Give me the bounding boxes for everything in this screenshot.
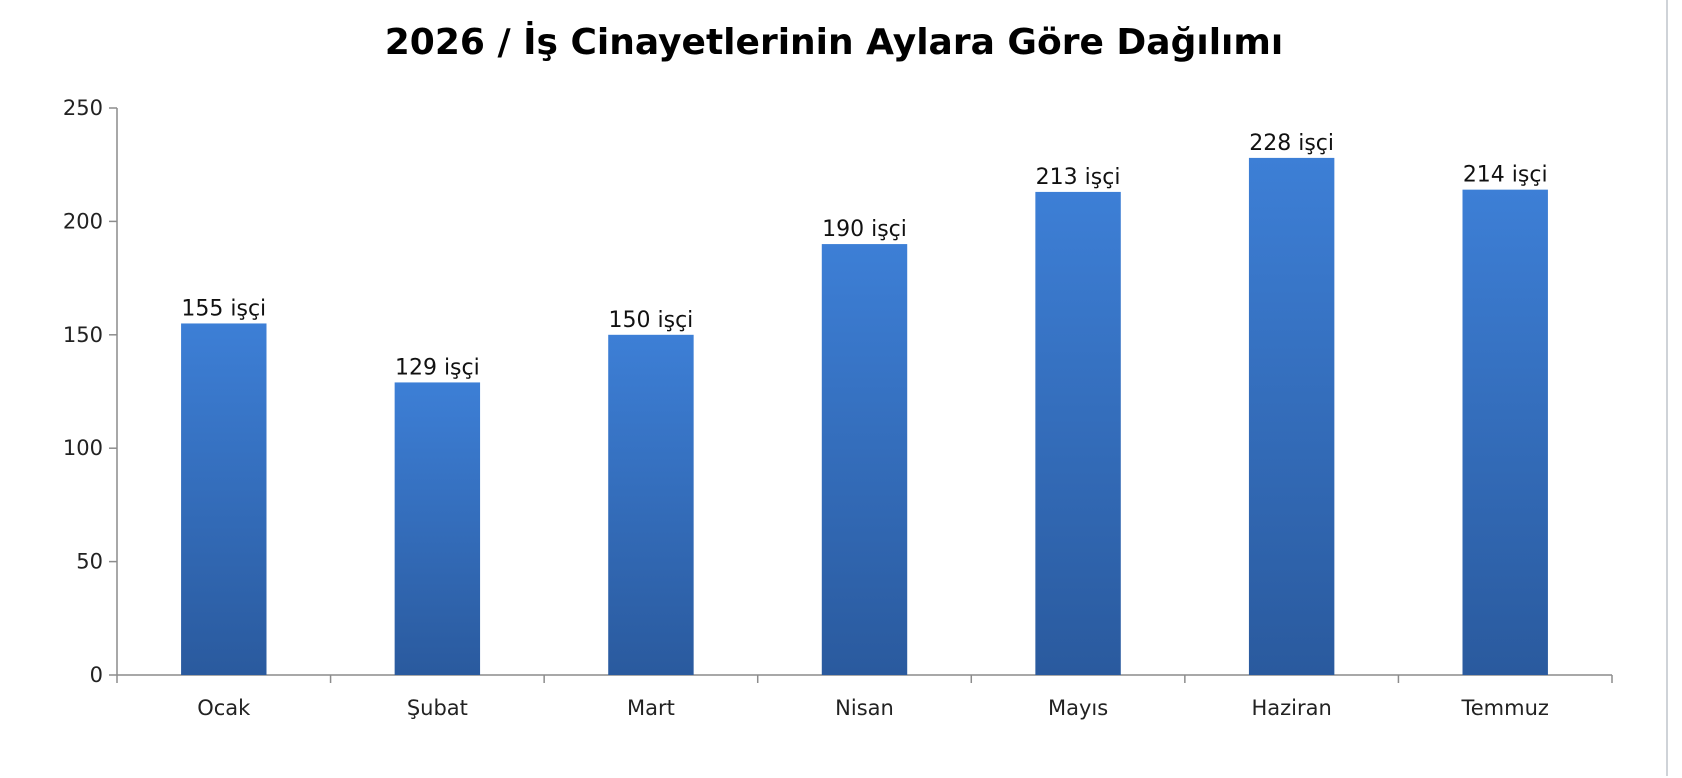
x-tick-label: Haziran <box>1251 696 1331 720</box>
x-tick-label: Mayıs <box>1048 696 1108 720</box>
data-label: 155 işçi <box>181 296 266 321</box>
y-tick-label: 150 <box>63 323 103 347</box>
y-axis: 0 50 100 150 200 250 <box>63 96 118 687</box>
x-tick-label: Ocak <box>197 696 251 720</box>
bar <box>1248 157 1335 675</box>
data-label: 150 işçi <box>609 308 694 333</box>
x-tick-label: Temmuz <box>1460 696 1548 720</box>
y-tick-label: 100 <box>63 436 103 460</box>
x-axis: Ocak Şubat Mart Nisan Mayıs Haziran Temmuz <box>116 674 1613 720</box>
x-tick-label: Nisan <box>835 696 894 720</box>
y-tick-label: 250 <box>63 96 103 120</box>
chart-title: 2026 / İş Cinayetlerinin Aylara Göre Dağ… <box>384 22 1284 63</box>
data-label: 190 işçi <box>822 217 907 242</box>
bar <box>608 334 694 675</box>
bar <box>394 382 481 675</box>
x-tick-label: Şubat <box>407 696 468 720</box>
data-label: 228 işçi <box>1249 131 1334 156</box>
x-tick-label: Mart <box>627 696 675 720</box>
bar <box>1462 189 1548 675</box>
bar <box>1035 191 1121 675</box>
y-tick-label: 0 <box>90 663 103 687</box>
bars: 155 işçi 129 işçi 150 işçi 190 işçi 213 işçi… <box>181 131 1548 675</box>
data-label: 214 işçi <box>1463 163 1548 188</box>
data-label: 213 işçi <box>1036 165 1121 190</box>
bar <box>181 323 267 675</box>
y-tick-label: 200 <box>63 209 103 233</box>
data-label: 129 işçi <box>395 355 480 380</box>
y-tick-label: 50 <box>76 550 103 574</box>
bar <box>821 244 908 675</box>
